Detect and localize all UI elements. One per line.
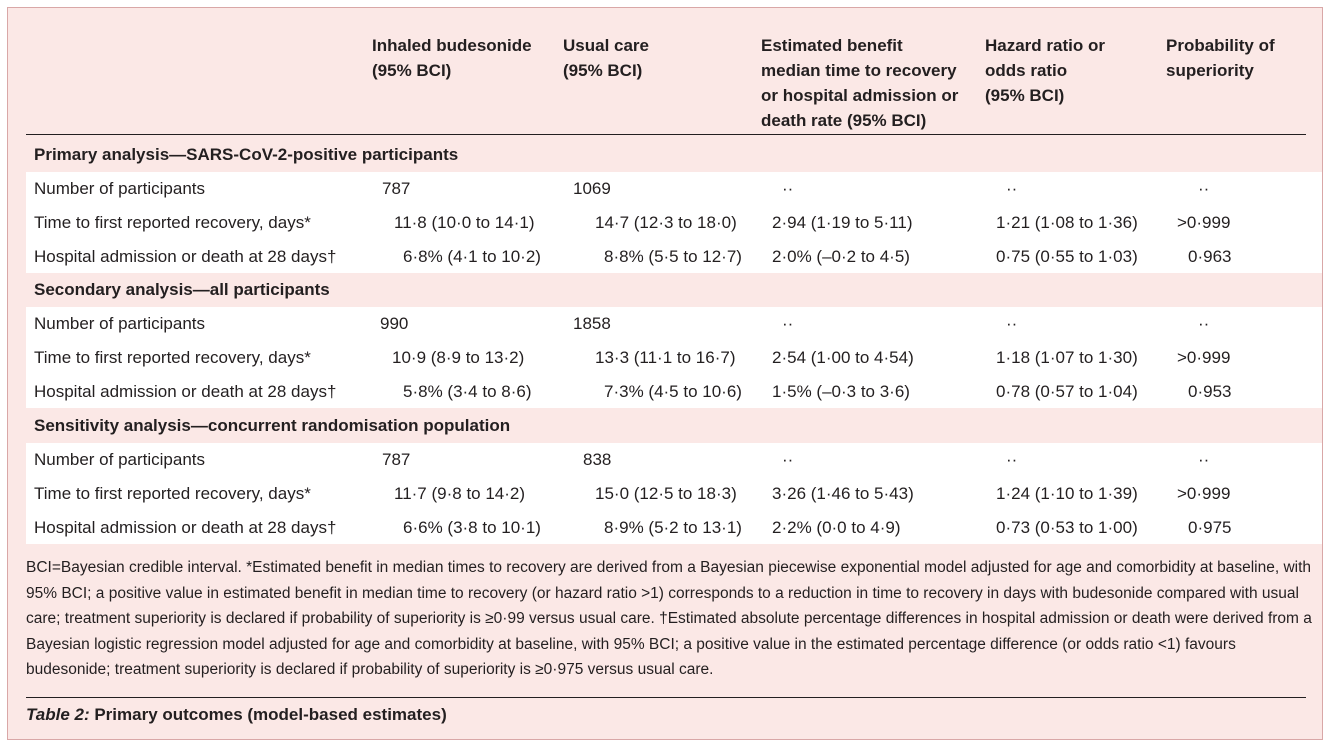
section-band: Number of participants 990 1858 ·· ·· ··… [26, 307, 1322, 408]
usual-care-value: 8·8% (5·5 to 12·7) [604, 247, 742, 266]
usual-care-value: 1069 [573, 179, 611, 198]
table-row: Hospital admission or death at 28 days† … [26, 375, 1322, 409]
table-row: Hospital admission or death at 28 days† … [26, 240, 1322, 274]
table-row: Time to first reported recovery, days* 1… [26, 206, 1322, 240]
table-row: Number of participants 787 838 ·· ·· ·· [26, 443, 1322, 477]
benefit-value: 2·0% (–0·2 to 4·5) [772, 247, 910, 266]
caption-rule [26, 697, 1306, 698]
table-frame: Inhaled budesonide (95% BCI) Usual care … [7, 7, 1323, 740]
section-title: Secondary analysis—all participants [34, 280, 330, 299]
row-label: Hospital admission or death at 28 days† [34, 518, 337, 537]
ratio-value: 0·75 (0·55 to 1·03) [996, 247, 1138, 266]
column-header-budesonide: Inhaled budesonide (95% BCI) [372, 36, 532, 80]
usual-care-value: 13·3 (11·1 to 16·7) [595, 348, 736, 367]
caption-label: Table 2: [26, 705, 90, 724]
usual-care-value: 14·7 (12·3 to 18·0) [595, 213, 737, 232]
header-rule [26, 134, 1306, 135]
ratio-value: 0·73 (0·53 to 1·00) [996, 518, 1138, 537]
row-label: Hospital admission or death at 28 days† [34, 247, 337, 266]
benefit-value: ·· [782, 179, 794, 198]
probability-value: 0·975 [1188, 518, 1232, 537]
ratio-value: 0·78 (0·57 to 1·04) [996, 382, 1138, 401]
budesonide-value: 11·7 (9·8 to 14·2) [394, 484, 526, 503]
probability-value: ·· [1198, 314, 1210, 333]
probability-value: >0·999 [1177, 213, 1231, 232]
ratio-value: ·· [1006, 450, 1018, 469]
table-row: Time to first reported recovery, days* 1… [26, 477, 1322, 511]
benefit-value: 2·2% (0·0 to 4·9) [772, 518, 901, 537]
row-label: Time to first reported recovery, days* [34, 484, 311, 503]
table-footnote: BCI=Bayesian credible interval. *Estimat… [26, 559, 1312, 678]
benefit-value: 2·54 (1·00 to 4·54) [772, 348, 914, 367]
ratio-value: ·· [1006, 179, 1018, 198]
budesonide-value: 6·8% (4·1 to 10·2) [403, 247, 541, 266]
benefit-value: 2·94 (1·19 to 5·11) [772, 213, 913, 232]
budesonide-value: 5·8% (3·4 to 8·6) [403, 382, 532, 401]
ratio-value: 1·24 (1·10 to 1·39) [996, 484, 1138, 503]
benefit-value: 1·5% (–0·3 to 3·6) [772, 382, 910, 401]
row-label: Number of participants [34, 179, 206, 198]
usual-care-value: 838 [583, 450, 612, 469]
budesonide-value: 11·8 (10·0 to 14·1) [394, 213, 535, 232]
table-row: Number of participants 990 1858 ·· ·· ·· [26, 307, 1322, 341]
row-label: Number of participants [34, 314, 206, 333]
section-band: Number of participants 787 1069 ·· ·· ··… [26, 172, 1322, 273]
section-title: Primary analysis—SARS-CoV-2-positive par… [34, 145, 459, 164]
budesonide-value: 10·9 (8·9 to 13·2) [392, 348, 525, 367]
usual-care-value: 15·0 (12·5 to 18·3) [595, 484, 737, 503]
table-row: Hospital admission or death at 28 days† … [26, 511, 1322, 545]
column-header-probability: Probability of superiority [1166, 36, 1275, 80]
ratio-value: ·· [1006, 314, 1018, 333]
probability-value: 0·953 [1188, 382, 1232, 401]
usual-care-value: 1858 [573, 314, 611, 333]
column-header-ratio: Hazard ratio or odds ratio (95% BCI) [985, 36, 1105, 105]
row-label: Hospital admission or death at 28 days† [34, 382, 337, 401]
benefit-value: ·· [782, 314, 794, 333]
probability-value: ·· [1198, 179, 1210, 198]
probability-value: ·· [1198, 450, 1210, 469]
benefit-value: 3·26 (1·46 to 5·43) [772, 484, 914, 503]
row-label: Number of participants [34, 450, 206, 469]
probability-value: >0·999 [1177, 484, 1231, 503]
budesonide-value: 6·6% (3·8 to 10·1) [403, 518, 541, 537]
column-header-usual-care: Usual care (95% BCI) [563, 36, 649, 80]
usual-care-value: 7·3% (4·5 to 10·6) [604, 382, 742, 401]
row-label: Time to first reported recovery, days* [34, 348, 311, 367]
probability-value: 0·963 [1188, 247, 1232, 266]
usual-care-value: 8·9% (5·2 to 13·1) [604, 518, 742, 537]
table-caption: Table 2: Primary outcomes (model-based e… [26, 704, 447, 726]
section-title: Sensitivity analysis—concurrent randomis… [34, 416, 511, 435]
probability-value: >0·999 [1177, 348, 1231, 367]
column-header-estimated-benefit: Estimated benefit median time to recover… [761, 36, 959, 130]
section-band: Number of participants 787 838 ·· ·· ·· … [26, 443, 1322, 544]
table-row: Time to first reported recovery, days* 1… [26, 341, 1322, 375]
table-row: Number of participants 787 1069 ·· ·· ·· [26, 172, 1322, 206]
row-label: Time to first reported recovery, days* [34, 213, 311, 232]
ratio-value: 1·18 (1·07 to 1·30) [996, 348, 1138, 367]
budesonide-value: 990 [380, 314, 409, 333]
benefit-value: ·· [782, 450, 794, 469]
budesonide-value: 787 [382, 450, 411, 469]
budesonide-value: 787 [382, 179, 411, 198]
caption-text: Primary outcomes (model-based estimates) [89, 705, 447, 724]
ratio-value: 1·21 (1·08 to 1·36) [996, 213, 1138, 232]
